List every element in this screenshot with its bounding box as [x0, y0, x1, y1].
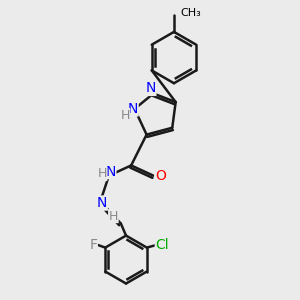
- Text: F: F: [89, 238, 97, 252]
- Text: O: O: [155, 169, 166, 183]
- Text: H: H: [120, 109, 130, 122]
- Text: N: N: [146, 81, 156, 95]
- Text: Cl: Cl: [155, 238, 169, 252]
- Text: CH₃: CH₃: [180, 8, 201, 18]
- Text: H: H: [98, 167, 107, 181]
- Text: N: N: [105, 165, 116, 178]
- Text: N: N: [128, 102, 138, 116]
- Text: N: N: [97, 196, 107, 210]
- Text: H: H: [109, 210, 118, 223]
